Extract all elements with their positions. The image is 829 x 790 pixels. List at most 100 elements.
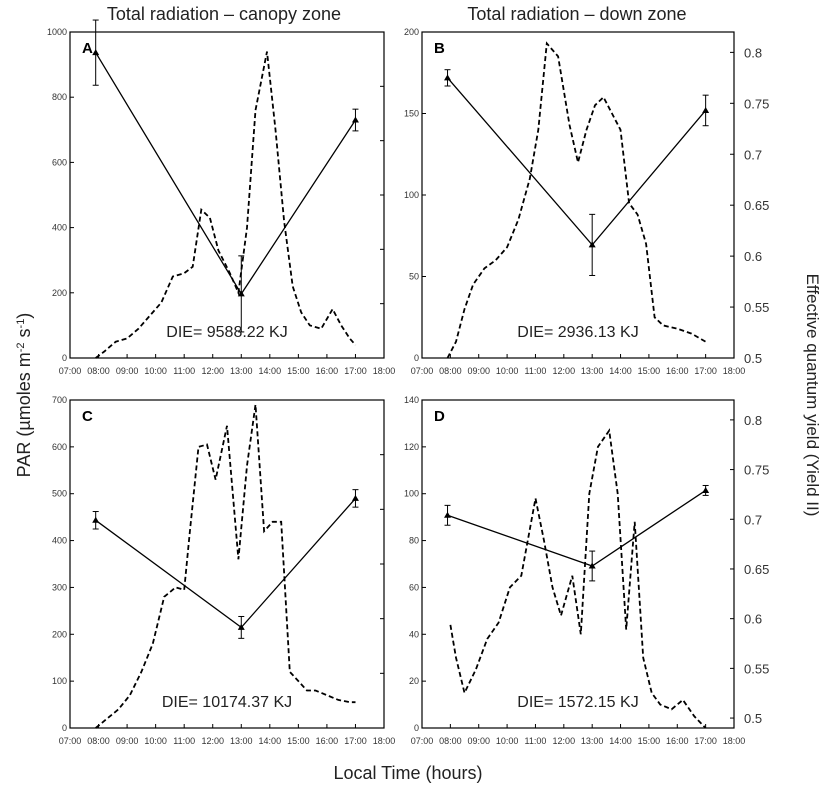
- panel-d-y2-tick-label: 0.5: [744, 711, 762, 726]
- panel-c-y-tick-label: 500: [52, 489, 67, 499]
- panel-a-y-tick-label: 0: [62, 353, 67, 363]
- panel-c-yield-point: [351, 494, 359, 501]
- panel-d-y-tick-label: 140: [404, 395, 419, 405]
- panel-c-y-tick-label: 600: [52, 442, 67, 452]
- panel-d-x-tick-label: 16:00: [666, 736, 689, 746]
- panel-a-x-tick-label: 17:00: [344, 366, 367, 376]
- panel-a-x-tick-label: 12:00: [201, 366, 224, 376]
- panel-d-x-tick-label: 17:00: [694, 736, 717, 746]
- panel-c-frame: [69, 399, 385, 729]
- panel-b-yield-point: [444, 74, 452, 81]
- panel-b-x-tick-label: 17:00: [694, 366, 717, 376]
- panel-a-x-tick-label: 11:00: [173, 366, 195, 376]
- panel-c-x-tick-label: 18:00: [373, 736, 396, 746]
- panel-d-y-tick-label: 0: [414, 723, 419, 733]
- panel-d-x-tick-label: 13:00: [581, 736, 604, 746]
- panel-c-x-tick-label: 11:00: [173, 736, 195, 746]
- panel-a-x-tick-label: 09:00: [116, 366, 139, 376]
- panel-a-die-label: DIE= 9588.22 KJ: [166, 324, 287, 341]
- panel-a-yield-point: [92, 49, 100, 56]
- panel-b-y-tick-label: 100: [404, 190, 419, 200]
- panel-b-y2-tick-label: 0.8: [744, 45, 762, 60]
- panel-d-yield-point: [702, 486, 710, 493]
- panel-c-die-label: DIE= 10174.37 KJ: [162, 694, 292, 711]
- panel-c-y-tick-label: 200: [52, 629, 67, 639]
- panel-a-x-tick-label: 14:00: [259, 366, 282, 376]
- panel-b-x-tick-label: 14:00: [609, 366, 632, 376]
- left-axis-title-mid: s: [14, 328, 34, 342]
- panel-b-y2-tick-label: 0.75: [744, 96, 769, 111]
- panel-c-x-tick-label: 13:00: [230, 736, 253, 746]
- panel-b-y2-tick-label: 0.55: [744, 300, 769, 315]
- panel-b-letter: B: [434, 40, 445, 57]
- panel-c-x-tick-label: 10:00: [144, 736, 167, 746]
- panel-b-x-tick-label: 09:00: [467, 366, 490, 376]
- panel-b-par-series: [446, 41, 707, 359]
- panel-c-x-tick-label: 08:00: [87, 736, 110, 746]
- panel-b-y2-tick-label: 0.65: [744, 198, 769, 213]
- panel-a: 07:00 08:00 09:00 10:00 11:00 12:00 13:00 14:00…: [47, 19, 395, 376]
- panel-c-par-series: [95, 404, 356, 729]
- panel-d-y-tick-label: 120: [404, 442, 419, 452]
- panel-c-x-tick-label: 14:00: [259, 736, 282, 746]
- panel-d-y2-tick-label: 0.8: [744, 413, 762, 428]
- panel-c-y-tick-label: 400: [52, 536, 67, 546]
- panel-d-x-tick-label: 18:00: [723, 736, 746, 746]
- panel-d-x-tick-label: 15:00: [638, 736, 661, 746]
- panel-d-x-tick-label: 11:00: [525, 736, 547, 746]
- panel-c-yield-series: [95, 497, 356, 629]
- panel-d-yield-series: [447, 489, 706, 567]
- panel-d-x-tick-label: 14:00: [609, 736, 632, 746]
- panel-a-yield-point: [237, 290, 245, 297]
- panel-d-y-tick-label: 20: [409, 676, 419, 686]
- col-title-canopy: Total radiation – canopy zone: [107, 4, 341, 24]
- panel-c-y-tick-label: 0: [62, 723, 67, 733]
- panel-b-y2-tick-label: 0.6: [744, 249, 762, 264]
- panel-a-x-tick-label: 13:00: [230, 366, 253, 376]
- panel-d-y2-tick-label: 0.7: [744, 512, 762, 527]
- panel-b-yield-series: [447, 77, 707, 246]
- panel-a-par-series: [95, 51, 357, 359]
- panel-b-y2-tick-label: 0.7: [744, 147, 762, 162]
- panel-b: 07:00 08:00 09:00 10:00 11:00 12:00 13:00 14:00…: [404, 27, 769, 376]
- right-axis-title: Effective quantum yield (Yield II): [803, 274, 822, 517]
- panel-b-die-label: DIE= 2936.13 KJ: [517, 324, 638, 341]
- panel-b-x-tick-label: 12:00: [553, 366, 576, 376]
- panel-a-x-tick-label: 15:00: [287, 366, 310, 376]
- panel-d-y-tick-label: 60: [409, 582, 419, 592]
- left-axis-title-sup2: -1: [15, 319, 27, 329]
- panel-a-frame: [69, 31, 385, 359]
- left-axis-title-end: ): [14, 313, 34, 319]
- panel-c-x-tick-label: 15:00: [287, 736, 310, 746]
- panel-c-x-tick-label: 17:00: [344, 736, 367, 746]
- panel-d: 07:00 08:00 09:00 10:00 11:00 12:00 13:00 14:00…: [404, 395, 769, 746]
- panel-d-y-tick-label: 40: [409, 629, 419, 639]
- col-title-down: Total radiation – down zone: [467, 4, 686, 24]
- panel-a-x-tick-label: 08:00: [87, 366, 110, 376]
- panel-c: 07:00 08:00 09:00 10:00 11:00 12:00 13:00 14:00…: [52, 395, 395, 746]
- panel-b-y-tick-label: 50: [409, 272, 419, 282]
- left-axis-title-sup1: -2: [15, 342, 27, 352]
- panel-d-letter: D: [434, 408, 445, 425]
- panel-b-x-tick-label: 08:00: [439, 366, 462, 376]
- panel-a-y-tick-label: 1000: [47, 27, 67, 37]
- panel-b-x-tick-label: 10:00: [496, 366, 519, 376]
- panel-c-y-tick-label: 700: [52, 395, 67, 405]
- panel-b-x-tick-label: 16:00: [666, 366, 689, 376]
- panel-d-y2-tick-label: 0.6: [744, 612, 762, 627]
- panel-b-x-tick-label: 11:00: [525, 366, 547, 376]
- panel-b-x-tick-label: 18:00: [723, 366, 746, 376]
- panel-b-y-tick-label: 0: [414, 353, 419, 363]
- panel-d-yield-point: [444, 511, 452, 518]
- panel-b-x-tick-label: 15:00: [638, 366, 661, 376]
- left-axis-title-main: PAR (µmoles m: [14, 352, 34, 477]
- panel-b-y2-tick-label: 0.5: [744, 351, 762, 366]
- panel-c-x-tick-label: 07:00: [59, 736, 82, 746]
- panel-c-x-tick-label: 09:00: [116, 736, 139, 746]
- panel-b-x-tick-label: 07:00: [411, 366, 434, 376]
- panel-b-y-tick-label: 150: [404, 109, 419, 119]
- panel-c-yield-point: [237, 623, 245, 630]
- panel-d-yield-point: [588, 562, 596, 569]
- panel-d-x-tick-label: 09:00: [467, 736, 490, 746]
- panel-a-yield-series: [95, 52, 357, 296]
